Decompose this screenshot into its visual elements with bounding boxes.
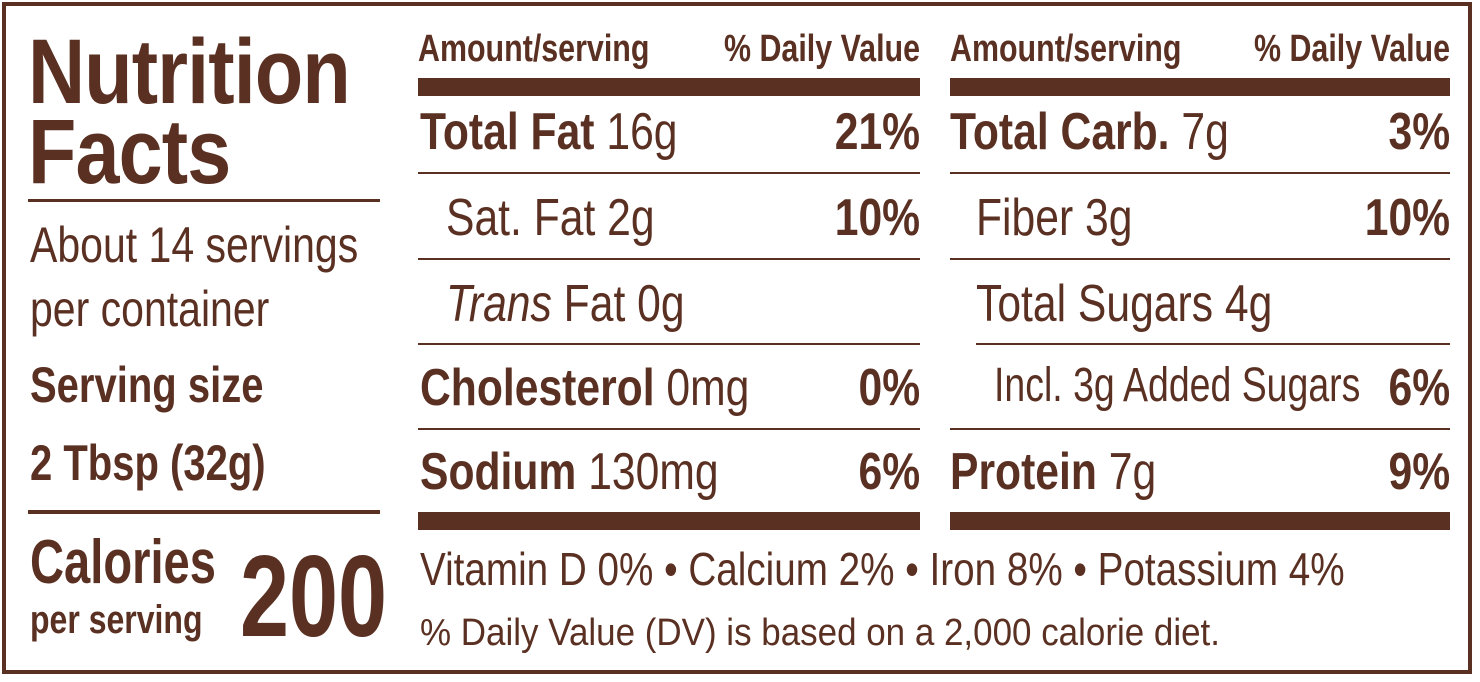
dv-footnote: % Daily Value (DV) is based on a 2,000 c… (420, 612, 1220, 654)
thick-rule (950, 78, 1450, 96)
left-row-trans-fat: Trans Fat 0g (446, 275, 685, 333)
right-header-dv: % Daily Value (1253, 28, 1450, 70)
row-divider (418, 428, 920, 430)
row-divider (418, 343, 920, 345)
row-divider (950, 258, 1450, 260)
right-row-protein: Protein 7g (950, 443, 1157, 501)
left-row-total-fat: Total Fat 16g (420, 103, 678, 161)
divider (28, 510, 380, 514)
left-row-cholesterol-dv: 0% (858, 359, 920, 417)
serving-size-value: 2 Tbsp (32g) (30, 435, 266, 491)
calories-sub: per serving (30, 598, 203, 642)
row-divider (418, 258, 920, 260)
right-header-amount: Amount/serving (950, 28, 1182, 70)
right-row-added-sugars-dv: 6% (1388, 359, 1450, 417)
right-row-protein-dv: 9% (1388, 443, 1450, 501)
left-row-sat-fat: Sat. Fat 2g (446, 189, 655, 247)
left-row-sodium: Sodium 130mg (420, 443, 719, 501)
right-row-total-carb-dv: 3% (1388, 103, 1450, 161)
row-divider (976, 343, 1450, 345)
row-divider (418, 172, 920, 174)
servings-per-container: About 14 servings (30, 217, 359, 273)
right-row-total-carb: Total Carb. 7g (950, 103, 1229, 161)
servings-per-container-line2: per container (30, 281, 270, 337)
row-divider (950, 172, 1450, 174)
left-header-amount: Amount/serving (418, 28, 650, 70)
left-header-dv: % Daily Value (723, 28, 920, 70)
right-row-fiber-dv: 10% (1364, 189, 1450, 247)
title-nutrition: Nutrition (28, 21, 351, 123)
right-row-added-sugars: Incl. 3g Added Sugars (994, 359, 1361, 412)
vitamins-line: Vitamin D 0% • Calcium 2% • Iron 8% • Po… (420, 543, 1345, 595)
left-row-sodium-dv: 6% (858, 443, 920, 501)
calories-label: Calories (30, 528, 216, 597)
right-row-fiber: Fiber 3g (976, 189, 1133, 247)
title-facts: Facts (28, 101, 231, 203)
divider (28, 199, 380, 202)
right-row-total-sugars: Total Sugars 4g (976, 275, 1273, 333)
left-row-sat-fat-dv: 10% (834, 189, 920, 247)
thick-rule (418, 78, 920, 96)
left-row-total-fat-dv: 21% (834, 103, 920, 161)
row-divider (950, 428, 1450, 430)
serving-size-label: Serving size (30, 357, 264, 413)
calories-value: 200 (240, 531, 388, 661)
left-row-cholesterol: Cholesterol 0mg (420, 359, 750, 417)
thick-rule (418, 512, 920, 530)
thick-rule (950, 512, 1450, 530)
nutrition-facts-label (2, 2, 1472, 674)
